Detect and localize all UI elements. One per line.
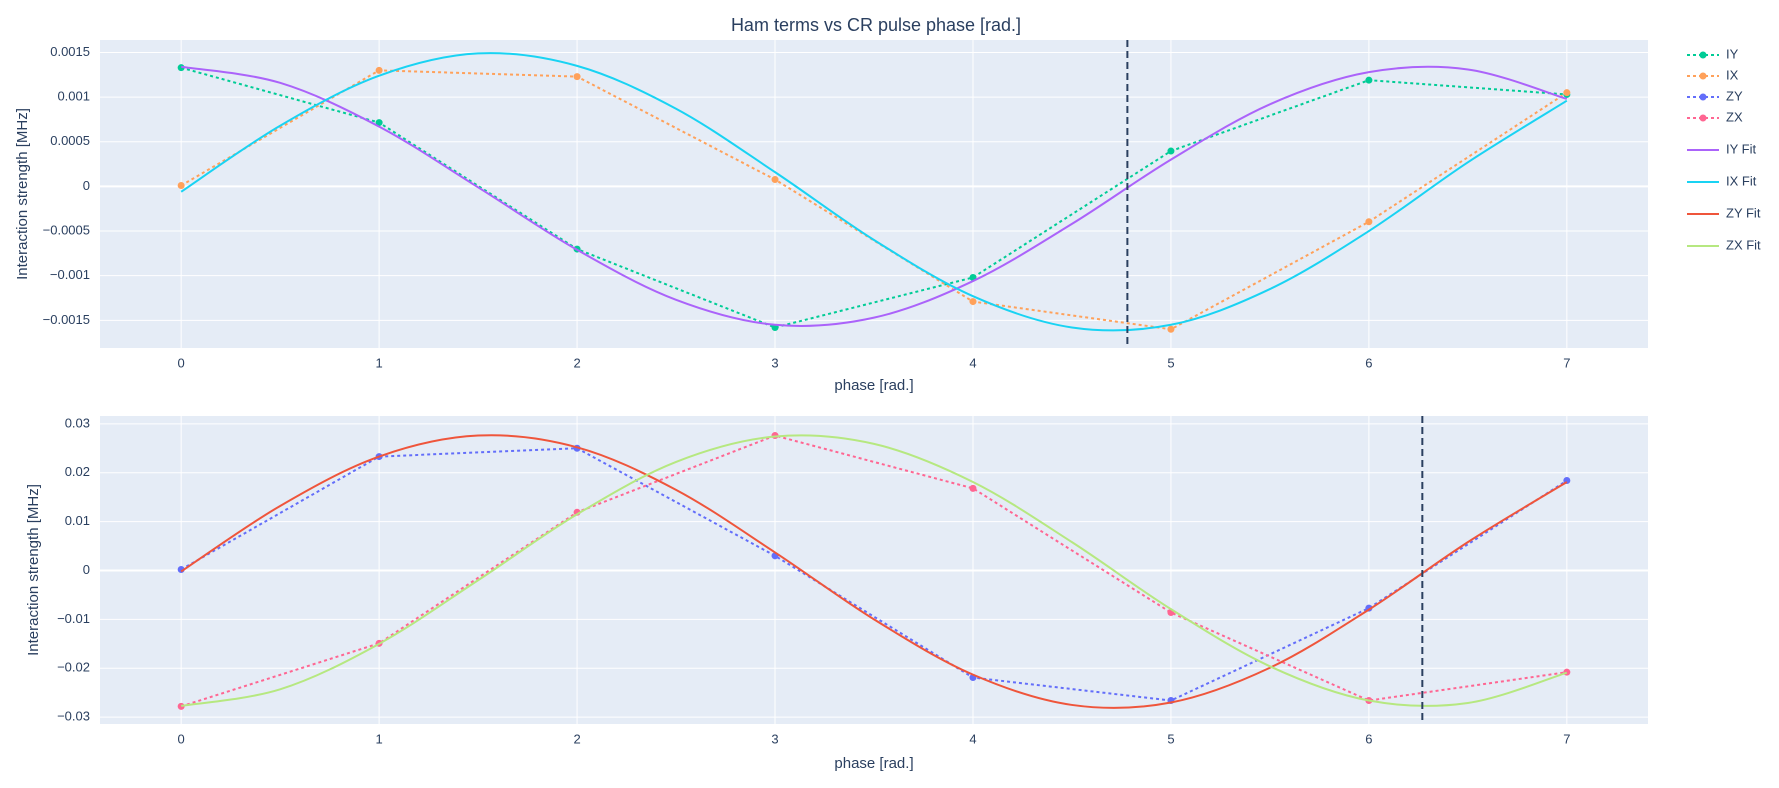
x-axis-title: phase [rad.] bbox=[834, 755, 913, 772]
data-point bbox=[1365, 218, 1373, 226]
series-line bbox=[180, 434, 1568, 709]
y-tick-label: 0.02 bbox=[65, 464, 90, 479]
series-line bbox=[180, 447, 1568, 702]
legend-item: IX bbox=[1687, 67, 1739, 82]
data-point bbox=[177, 182, 185, 190]
legend-item: ZY bbox=[1687, 88, 1743, 103]
data-point bbox=[1365, 76, 1373, 84]
y-axis-title: Interaction strength [MHz] bbox=[14, 108, 31, 280]
legend-item: IX Fit bbox=[1687, 173, 1757, 188]
legend-label: IY Fit bbox=[1726, 141, 1756, 156]
series-line bbox=[180, 66, 1567, 329]
x-tick-label: 4 bbox=[969, 731, 976, 746]
y-tick-label: −0.0015 bbox=[43, 312, 90, 327]
series-layer bbox=[177, 52, 1571, 333]
y-tick-label: 0.03 bbox=[65, 415, 90, 430]
data-point bbox=[1167, 147, 1175, 155]
y-tick-label: −0.0005 bbox=[43, 222, 90, 237]
data-point bbox=[573, 73, 581, 81]
x-tick-label: 7 bbox=[1563, 731, 1570, 746]
x-tick-label: 3 bbox=[771, 731, 778, 746]
legend-marker bbox=[1699, 51, 1707, 59]
legend-marker bbox=[1699, 72, 1707, 80]
y-tick-label: 0.0005 bbox=[50, 133, 90, 148]
data-point bbox=[1563, 668, 1571, 676]
x-tick-label: 6 bbox=[1365, 731, 1372, 746]
x-tick-label: 0 bbox=[178, 355, 185, 370]
data-point bbox=[1563, 89, 1571, 97]
x-tick-label: 1 bbox=[375, 355, 382, 370]
y-axis-title: Interaction strength [MHz] bbox=[25, 484, 42, 656]
y-tick-label: −0.001 bbox=[50, 267, 90, 282]
data-point bbox=[771, 176, 779, 184]
y-tick-label: 0.01 bbox=[65, 513, 90, 528]
x-tick-label: 1 bbox=[375, 731, 382, 746]
series-layer bbox=[177, 432, 1571, 710]
y-tick-label: 0.0015 bbox=[50, 44, 90, 59]
x-axis-title: phase [rad.] bbox=[834, 377, 913, 394]
figure-title: Ham terms vs CR pulse phase [rad.] bbox=[731, 15, 1021, 35]
legend-marker bbox=[1699, 93, 1707, 101]
y-tick-label: −0.01 bbox=[57, 611, 90, 626]
x-tick-label: 5 bbox=[1167, 731, 1174, 746]
data-point bbox=[1167, 325, 1175, 333]
x-tick-label: 5 bbox=[1167, 355, 1174, 370]
x-tick-label: 2 bbox=[573, 731, 580, 746]
y-tick-label: −0.03 bbox=[57, 709, 90, 724]
x-tick-label: 2 bbox=[573, 355, 580, 370]
legend-label: ZX Fit bbox=[1726, 237, 1761, 252]
series-line bbox=[180, 52, 1568, 332]
data-point bbox=[375, 66, 383, 74]
legend-item: ZX bbox=[1687, 109, 1743, 124]
x-tick-label: 7 bbox=[1563, 355, 1570, 370]
legend-label: ZY Fit bbox=[1726, 205, 1761, 220]
data-point bbox=[375, 119, 383, 127]
x-tick-label: 4 bbox=[969, 355, 976, 370]
legend-label: IX Fit bbox=[1726, 173, 1757, 188]
y-tick-label: 0.001 bbox=[57, 89, 90, 104]
y-tick-label: −0.02 bbox=[57, 660, 90, 675]
legend-item: ZX Fit bbox=[1687, 237, 1761, 252]
series-line bbox=[180, 434, 1567, 708]
y-tick-label: 0 bbox=[83, 562, 90, 577]
x-tick-label: 0 bbox=[178, 731, 185, 746]
x-tick-label: 6 bbox=[1365, 355, 1372, 370]
legend-label: IY bbox=[1726, 46, 1739, 61]
legend-item: ZY Fit bbox=[1687, 205, 1761, 220]
plot-background bbox=[100, 40, 1648, 348]
y-tick-label: 0 bbox=[83, 178, 90, 193]
legend-item: IY bbox=[1687, 46, 1739, 61]
data-point bbox=[969, 298, 977, 306]
legend-marker bbox=[1699, 114, 1707, 122]
legend-item: IY Fit bbox=[1687, 141, 1756, 156]
legend-label: ZX bbox=[1726, 109, 1743, 124]
legend-label: ZY bbox=[1726, 88, 1743, 103]
data-point bbox=[969, 484, 977, 492]
series-line bbox=[181, 65, 1568, 327]
legend-label: IX bbox=[1726, 67, 1739, 82]
series-line bbox=[180, 434, 1568, 707]
x-tick-label: 3 bbox=[771, 355, 778, 370]
